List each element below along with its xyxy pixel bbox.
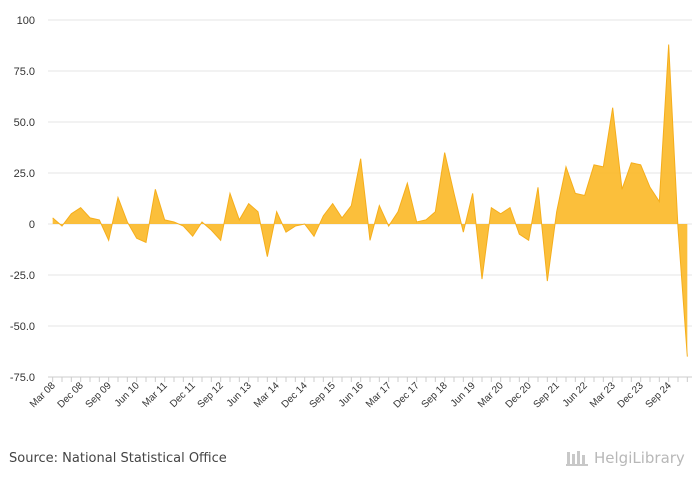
x-tick-label: Jun 13 <box>225 380 254 409</box>
brand-logo[interactable]: HelgiLibrary <box>566 449 685 467</box>
x-tick-label: Mar 11 <box>141 380 171 410</box>
x-tick-label: Sep 21 <box>532 380 562 410</box>
x-tick-label: Dec 23 <box>616 380 646 410</box>
brand-name: HelgiLibrary <box>594 449 685 467</box>
y-tick-label: -50.0 <box>10 321 35 333</box>
x-tick-label: Jun 10 <box>113 380 142 409</box>
x-tick-label: Dec 14 <box>280 380 310 410</box>
x-tick-label: Sep 12 <box>196 380 226 410</box>
x-tick-label: Mar 14 <box>252 380 282 410</box>
x-tick-label: Mar 08 <box>28 380 58 410</box>
series-line <box>52 44 688 357</box>
x-tick-label: Sep 24 <box>644 380 674 410</box>
y-axis-ticks: 100 75.0 50.0 25.0 0 -25.0 -50.0 -75.0 <box>10 15 35 384</box>
x-tick-label: Jun 19 <box>449 380 478 409</box>
y-tick-label: 75.0 <box>14 66 35 78</box>
x-tick-label: Dec 17 <box>392 380 422 410</box>
x-tick-label: Jun 22 <box>561 380 590 409</box>
x-tick-label: Mar 17 <box>364 380 394 410</box>
x-tick-label: Sep 18 <box>420 380 450 410</box>
x-tick-label: Sep 15 <box>308 380 338 410</box>
series-area <box>52 44 688 357</box>
y-tick-label: 100 <box>17 15 35 27</box>
x-tick-label: Dec 08 <box>56 380 86 410</box>
x-tick-label: Jun 16 <box>337 380 366 409</box>
x-tick-label: Dec 11 <box>168 380 198 410</box>
source-note: Source: National Statistical Office <box>9 451 227 466</box>
library-icon <box>566 451 588 466</box>
y-tick-label: -75.0 <box>10 372 35 384</box>
y-tick-label: 0 <box>29 219 35 231</box>
x-tick-label: Dec 20 <box>504 380 534 410</box>
y-tick-label: 50.0 <box>14 117 35 129</box>
y-tick-label: -25.0 <box>10 270 35 282</box>
y-tick-label: 25.0 <box>14 168 35 180</box>
x-tick-label: Sep 09 <box>84 380 114 410</box>
data-area <box>52 44 688 357</box>
x-tick-label: Mar 20 <box>476 380 506 410</box>
x-tick-label: Mar 23 <box>588 380 618 410</box>
